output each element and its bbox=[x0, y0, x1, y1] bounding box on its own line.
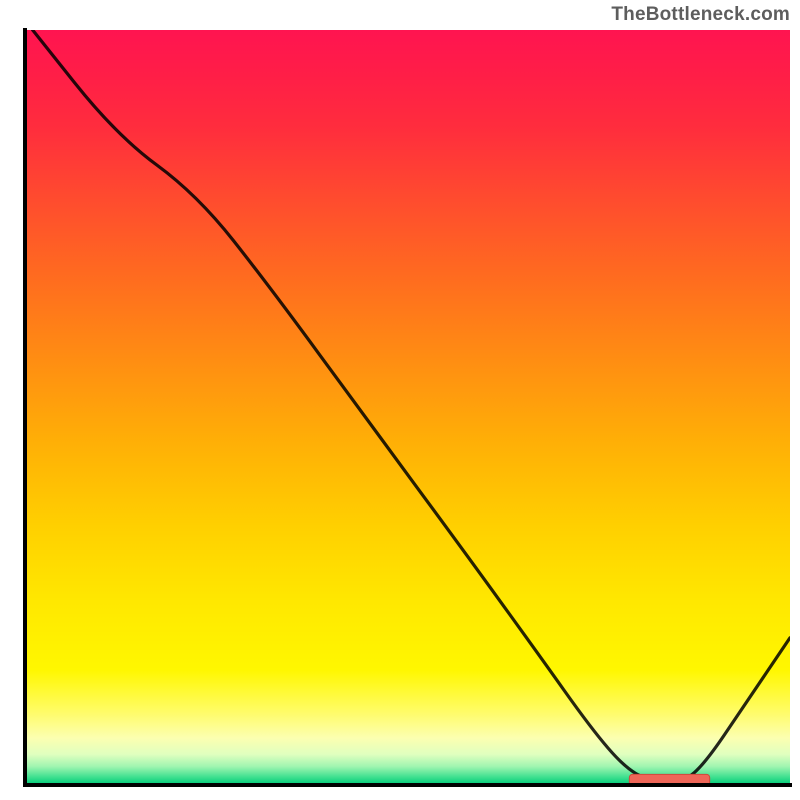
chart-container: TheBottleneck.com bbox=[0, 0, 800, 800]
attribution-text: TheBottleneck.com bbox=[611, 4, 790, 26]
bottleneck-chart bbox=[0, 0, 800, 800]
chart-background bbox=[27, 30, 790, 783]
